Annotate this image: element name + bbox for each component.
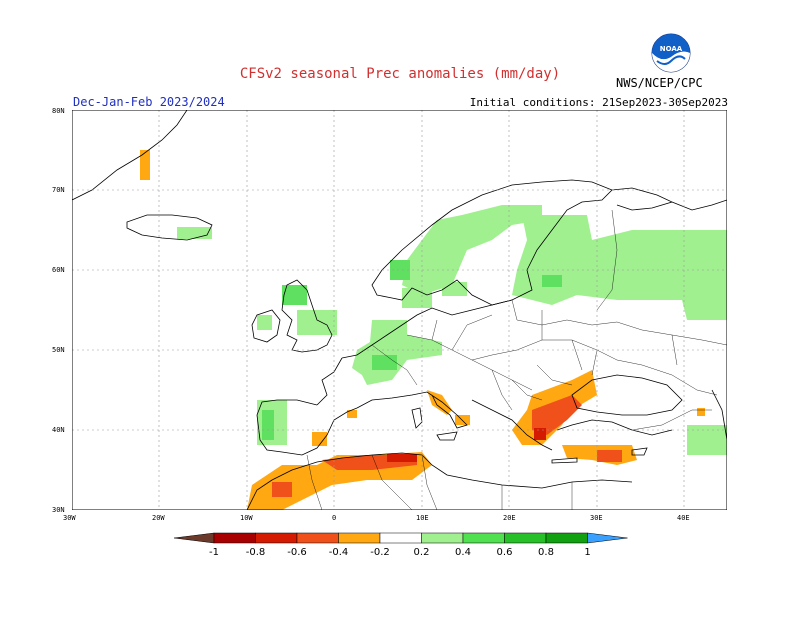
anomaly-cell [402, 288, 432, 308]
anomaly-cell [597, 450, 622, 462]
precip-anomaly-map [72, 110, 727, 510]
anomaly-cell [442, 282, 467, 296]
coastlines [72, 110, 727, 510]
caspian-coast [711, 389, 727, 441]
colorbar-label: 0.4 [455, 547, 471, 558]
lon-label: 30W [63, 514, 76, 522]
colorbar-swatch [504, 532, 547, 544]
anomaly-cell [140, 150, 150, 180]
anomaly-cell [542, 275, 562, 287]
agency-label: NWS/NCEP/CPC [616, 76, 703, 90]
scandinavia-coast [371, 179, 613, 306]
border [306, 454, 573, 510]
colorbar-label: -0.4 [328, 547, 349, 558]
border [566, 209, 727, 396]
anomaly-cell [697, 408, 705, 416]
lon-label: 20W [152, 514, 165, 522]
lat-label: 50N [52, 346, 65, 354]
crete-cyprus [551, 447, 648, 464]
noaa-logo: NOAA [651, 33, 691, 73]
colorbar-label: 0.8 [538, 547, 554, 558]
anomaly-cell [347, 410, 357, 418]
initial-conditions-label: Initial conditions: 21Sep2023-30Sep2023 [469, 96, 728, 109]
anomaly-cell [532, 395, 582, 435]
anomaly-cell [282, 285, 307, 305]
lat-label: 70N [52, 186, 65, 194]
anomaly-cell [257, 315, 272, 330]
colorbar-swatch [255, 532, 298, 544]
anomaly-cell [390, 260, 410, 280]
anomaly-cell [512, 215, 727, 320]
anomaly-cell [402, 205, 542, 295]
lon-label: 0 [332, 514, 337, 522]
lon-label: 10E [416, 514, 429, 522]
lat-label: 80N [52, 107, 65, 115]
iceland-coast [126, 214, 213, 241]
colorbar-label: -0.8 [245, 547, 266, 558]
europe-west-coast [341, 299, 513, 359]
colorbar-swatch [545, 532, 588, 544]
russia-north-coast [611, 187, 727, 211]
colorbar-label: 1 [584, 547, 591, 558]
colorbar-swatch [213, 532, 256, 544]
anomaly-shading [140, 150, 727, 510]
lon-label: 30E [590, 514, 603, 522]
colorbar-swatch [379, 532, 422, 544]
border [371, 299, 643, 411]
lat-label: 60N [52, 266, 65, 274]
svg-text:NOAA: NOAA [660, 45, 683, 53]
colorbar-label: -1 [209, 547, 219, 558]
colorbar-swatch [421, 532, 464, 544]
colorbar-label: -0.2 [370, 547, 390, 558]
country-borders [306, 209, 727, 510]
black-sea-coast [571, 374, 683, 416]
colorbar-label: -0.6 [287, 547, 307, 558]
colorbar [173, 532, 628, 544]
france-coast [316, 357, 343, 406]
colorbar-swatch [462, 532, 505, 544]
anomaly-cell [534, 428, 546, 440]
anomaly-cell [177, 227, 212, 239]
anomaly-cell [372, 355, 397, 370]
lon-label: 40E [677, 514, 690, 522]
med-north-coast [356, 391, 673, 451]
ireland-coast [251, 309, 281, 343]
graticule [72, 110, 727, 510]
anomaly-cell [297, 310, 337, 335]
chart-title: CFSv2 seasonal Prec anomalies (mm/day) [239, 66, 561, 82]
colorbar-swatch [296, 532, 339, 544]
colorbar-label: 0.2 [413, 547, 430, 558]
lat-label: 40N [52, 426, 65, 434]
anomaly-cell [312, 432, 327, 446]
anomaly-cell [687, 425, 727, 455]
colorbar-low-triangle [173, 532, 215, 544]
anomaly-cell [262, 410, 274, 440]
colorbar-high-triangle [587, 532, 628, 544]
anomaly-cell [272, 482, 292, 497]
map-background [72, 110, 727, 510]
colorbar-label: 0.6 [496, 547, 513, 558]
anomaly-cell [387, 454, 417, 462]
border [631, 409, 712, 431]
lon-label: 10W [240, 514, 253, 522]
lat-label: 30N [52, 506, 65, 514]
colorbar-swatch [338, 532, 381, 544]
season-label: Dec-Jan-Feb 2023/2024 [73, 95, 225, 109]
lon-label: 20E [503, 514, 516, 522]
iberia-coast [256, 399, 358, 456]
